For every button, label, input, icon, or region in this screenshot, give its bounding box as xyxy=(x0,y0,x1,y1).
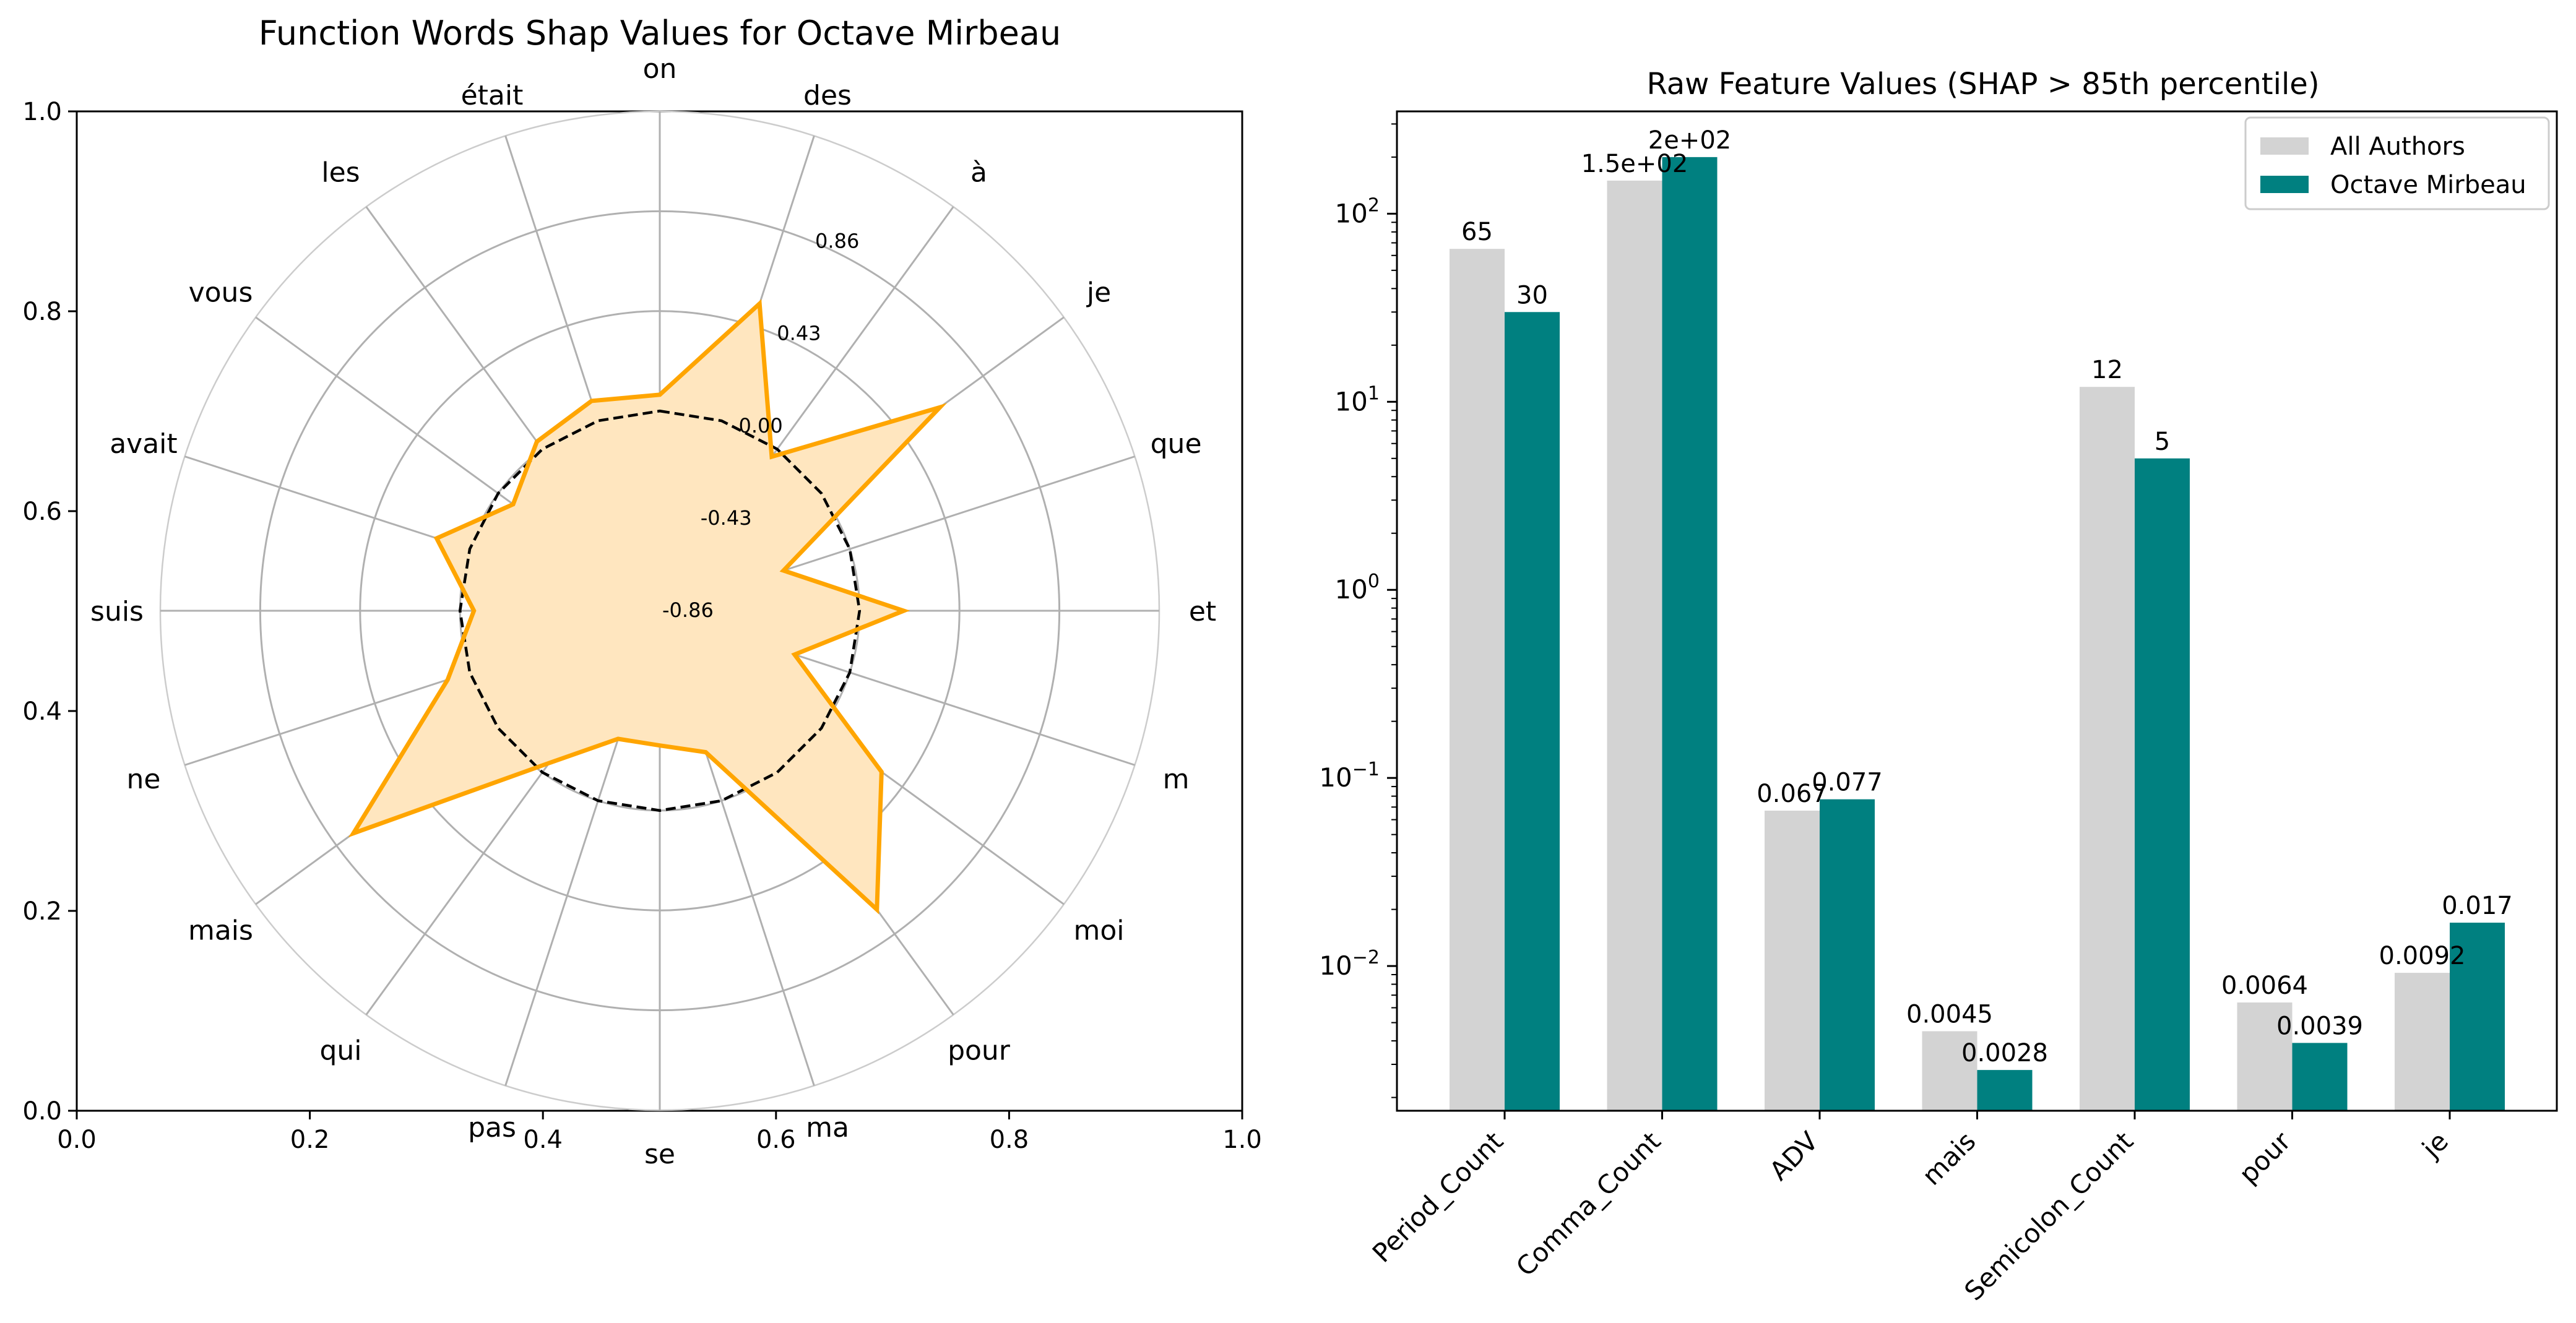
legend-swatch-all-authors xyxy=(2260,137,2309,155)
bar-value-label: 5 xyxy=(2155,428,2170,456)
bar-octave-mirbeau xyxy=(1820,799,1875,1111)
radar-category-label: moi xyxy=(1074,915,1125,946)
bar-all-authors xyxy=(1607,180,1662,1111)
radar-title: Function Words Shap Values for Octave Mi… xyxy=(259,14,1061,53)
radar-category-label: suis xyxy=(90,596,144,627)
bar-value-label: 0.067 xyxy=(1757,780,1828,808)
bar-value-label: 0.0028 xyxy=(1961,1039,2048,1067)
bar-legend: All Authors Octave Mirbeau xyxy=(2244,116,2550,210)
bar-octave-mirbeau xyxy=(2450,923,2505,1111)
radar-radial-label: -0.86 xyxy=(662,598,714,622)
radar-radial-label: 0.43 xyxy=(777,322,821,345)
radar-frame-xtick-label: 0.8 xyxy=(990,1126,1029,1154)
radar-frame-ytick-label: 1.0 xyxy=(22,98,62,126)
radar-category-label: pour xyxy=(948,1035,1011,1067)
radar-radial-label: 0.86 xyxy=(815,230,859,253)
bar-all-authors xyxy=(1922,1031,1977,1111)
radar-frame-ytick-label: 0.4 xyxy=(22,697,62,726)
radar-category-label: ne xyxy=(126,764,160,795)
bar-value-label: 30 xyxy=(1516,281,1548,309)
bar-octave-mirbeau xyxy=(1505,312,1560,1111)
radar-category-label: et xyxy=(1189,596,1216,627)
bar-ytick-label: 10−1 xyxy=(1319,759,1380,793)
radar-frame-ytick-label: 0.2 xyxy=(22,897,62,926)
radar-category-label: se xyxy=(644,1139,675,1170)
radar-category-label: des xyxy=(803,80,852,111)
radar-category-label: était xyxy=(461,80,524,111)
bar-panel: Raw Feature Values (SHAP > 85th percenti… xyxy=(1319,67,2558,1306)
bar-all-authors xyxy=(1450,249,1505,1111)
radar-category-label: les xyxy=(321,157,360,188)
radar-category-label: on xyxy=(643,53,677,85)
bar-all-authors xyxy=(2237,1002,2293,1111)
bar-value-label: 0.0092 xyxy=(2379,942,2466,970)
bar-octave-mirbeau xyxy=(2292,1043,2348,1111)
bar-value-label: 0.077 xyxy=(1812,769,1883,797)
bar-value-label: 0.017 xyxy=(2442,892,2513,920)
radar-category-label: à xyxy=(970,157,987,188)
bar-value-label: 0.0064 xyxy=(2221,972,2308,1000)
radar-category-label: avait xyxy=(110,428,177,460)
bar-title: Raw Feature Values (SHAP > 85th percenti… xyxy=(1646,67,2319,101)
bar-octave-mirbeau xyxy=(1977,1070,2033,1111)
radar-panel: Function Words Shap Values for Octave Mi… xyxy=(22,14,1261,1170)
legend-label-all-authors: All Authors xyxy=(2330,132,2465,161)
bar-ytick-label: 101 xyxy=(1334,382,1380,416)
radar-category-label: pas xyxy=(468,1112,516,1144)
radar-category-label: ma xyxy=(806,1112,849,1144)
bar-value-label: 12 xyxy=(2091,356,2123,384)
radar-radial-labels: -0.86 -0.43 0.00 0.43 0.86 xyxy=(662,230,859,622)
bar-value-label: 0.0045 xyxy=(1906,1001,1993,1029)
radar-frame-xtick-label: 0.0 xyxy=(57,1126,97,1154)
bar-ytick-label: 100 xyxy=(1334,571,1380,605)
bar-all-authors xyxy=(1765,811,1820,1111)
radar-radial-label: -0.43 xyxy=(701,506,752,530)
radar-radial-label: 0.00 xyxy=(739,414,783,437)
bar-value-label: 0.0039 xyxy=(2276,1012,2363,1040)
radar-frame-ytick-label: 0.6 xyxy=(22,498,62,526)
legend-frame xyxy=(2244,116,2550,210)
radar-category-label: que xyxy=(1151,428,1202,460)
radar-category-label: m xyxy=(1163,764,1190,795)
legend-swatch-octave-mirbeau xyxy=(2260,176,2309,193)
bar-value-label: 65 xyxy=(1461,218,1493,246)
radar-category-label: mais xyxy=(188,915,253,946)
radar-baseline-line xyxy=(458,409,862,812)
radar-category-label: qui xyxy=(319,1035,361,1067)
bar-value-label: 1.5e+02 xyxy=(1581,150,1688,178)
bar-octave-mirbeau xyxy=(1662,157,1718,1111)
bar-octave-mirbeau xyxy=(2135,458,2190,1111)
radar-frame-xtick-label: 1.0 xyxy=(1222,1126,1262,1154)
bar-value-label: 2e+02 xyxy=(1648,126,1731,155)
radar-frame-xtick-label: 0.4 xyxy=(523,1126,563,1154)
bar-all-authors xyxy=(2395,973,2450,1111)
radar-category-labels: on des à je que et m moi pour ma se pas qui mais ne sui… xyxy=(90,53,1216,1170)
radar-series xyxy=(348,299,948,915)
legend-label-octave-mirbeau: Octave Mirbeau xyxy=(2330,171,2526,199)
radar-frame-ytick-label: 0.0 xyxy=(22,1097,62,1126)
radar-category-label: je xyxy=(1086,277,1111,309)
bar-all-authors xyxy=(2080,387,2135,1111)
radar-frame-xtick-label: 0.2 xyxy=(290,1126,330,1154)
radar-category-label: vous xyxy=(189,277,253,309)
radar-frame-ytick-label: 0.8 xyxy=(22,298,62,326)
radar-frame-ticks: 0.0 0.2 0.4 0.6 0.8 1.0 0.0 0.2 0.4 0.6 0.8 1.0 xyxy=(22,98,1261,1154)
radar-frame-xtick-label: 0.6 xyxy=(756,1126,796,1154)
bar-frame xyxy=(1396,110,2558,1112)
bar-bars xyxy=(1450,157,2505,1111)
